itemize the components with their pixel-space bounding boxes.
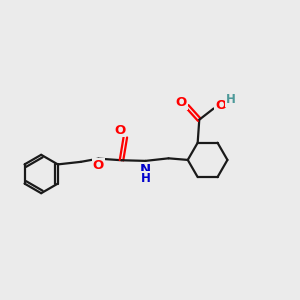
Text: O: O	[176, 96, 187, 109]
Text: H: H	[141, 172, 151, 185]
Text: O: O	[215, 99, 226, 112]
Text: H: H	[225, 93, 235, 106]
Text: O: O	[114, 124, 125, 137]
Text: O: O	[93, 158, 104, 172]
Text: N: N	[139, 163, 150, 176]
